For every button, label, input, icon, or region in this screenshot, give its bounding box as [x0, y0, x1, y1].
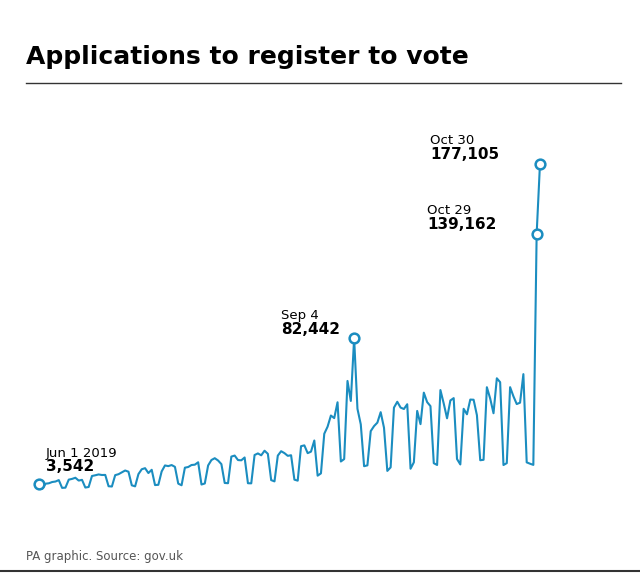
Text: PA graphic. Source: gov.uk: PA graphic. Source: gov.uk — [26, 549, 182, 563]
Text: 139,162: 139,162 — [427, 217, 497, 232]
Text: Oct 29: Oct 29 — [427, 204, 472, 218]
Text: 3,542: 3,542 — [45, 459, 94, 474]
Text: Oct 30: Oct 30 — [431, 134, 475, 148]
Text: Sep 4: Sep 4 — [281, 309, 319, 322]
Text: Jun 1 2019: Jun 1 2019 — [45, 447, 117, 460]
Text: 82,442: 82,442 — [281, 321, 340, 336]
Text: 177,105: 177,105 — [431, 147, 500, 162]
Text: Applications to register to vote: Applications to register to vote — [26, 45, 468, 69]
